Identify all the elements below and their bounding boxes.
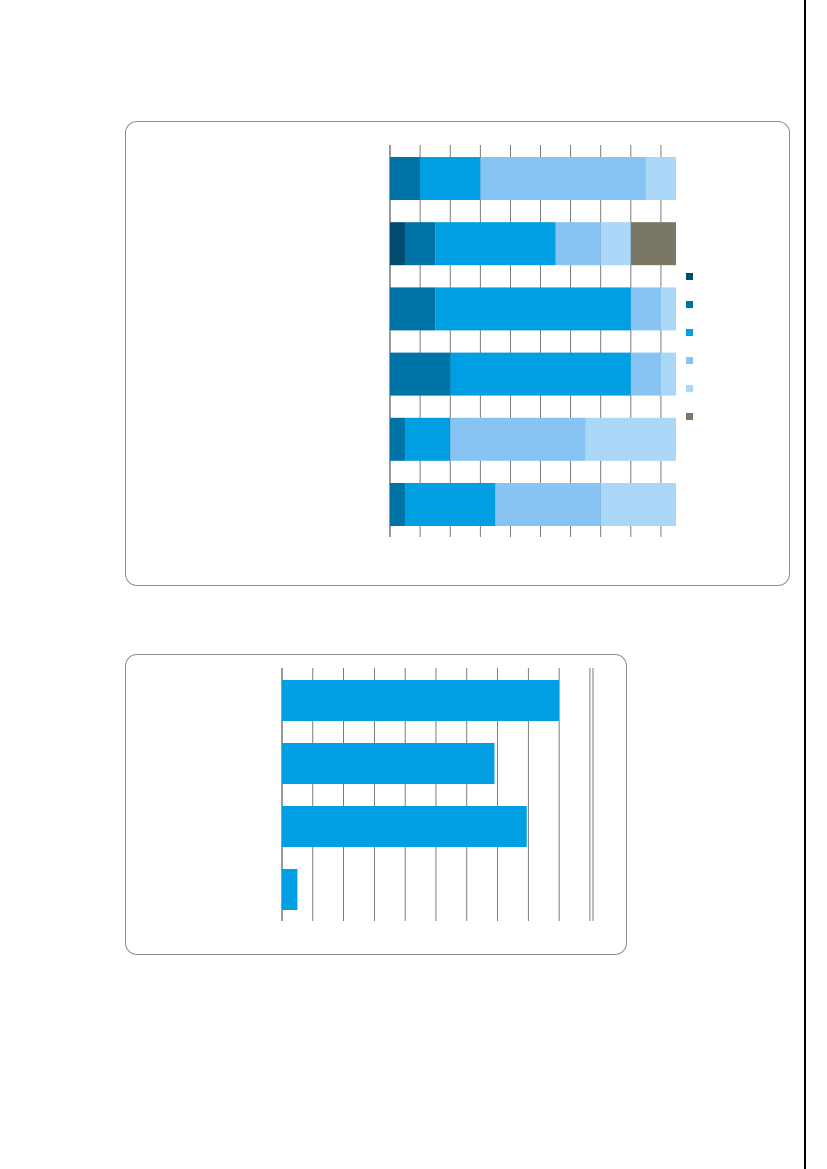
legend-marker-series3 <box>686 329 693 336</box>
legend-marker-series5 <box>686 385 693 392</box>
bar-3 <box>282 806 527 847</box>
bar-segment-row2-series3 <box>435 222 556 266</box>
legend-marker-series1 <box>686 273 693 280</box>
bar-segment-row4-series3 <box>450 352 631 396</box>
bar-segment-row6-series2 <box>390 483 406 526</box>
legend-marker-series4 <box>686 357 693 364</box>
bar-segment-row5-series4 <box>450 417 586 461</box>
bar-segment-row3-series4 <box>630 287 661 331</box>
bar-segment-row4-series5 <box>660 352 676 396</box>
bar-segment-row5-series3 <box>405 417 451 461</box>
bar-segment-row6-series5 <box>600 483 676 526</box>
bar-segment-row2-series6 <box>630 222 676 266</box>
bar-segment-row5-series2 <box>390 417 406 461</box>
bar-segment-row4-series2 <box>390 352 451 396</box>
bar-4 <box>282 869 298 910</box>
bar-2 <box>282 743 495 784</box>
bar-segment-row2-series1 <box>390 222 406 266</box>
bar-segment-row1-series4 <box>480 157 646 200</box>
bar-1 <box>282 680 560 721</box>
bar-segment-row2-series4 <box>555 222 601 266</box>
bar-segment-row5-series5 <box>585 417 676 461</box>
bar-segment-row1-series3 <box>420 157 481 200</box>
bar-segment-row1-series5 <box>645 157 676 200</box>
bar-segment-row6-series3 <box>405 483 496 526</box>
legend-marker-series6 <box>686 413 693 420</box>
bar-segment-row2-series2 <box>405 222 436 266</box>
bar-segment-row2-series5 <box>600 222 631 266</box>
legend-marker-series2 <box>686 301 693 308</box>
page-edge-rule <box>804 0 806 1169</box>
bar-segment-row3-series5 <box>660 287 676 331</box>
bar-segment-row4-series4 <box>630 352 661 396</box>
bar-segment-row1-series2 <box>390 157 421 200</box>
bar-segment-row3-series3 <box>435 287 631 331</box>
bar-segment-row3-series2 <box>390 287 436 331</box>
bar-segment-row6-series4 <box>495 483 601 526</box>
